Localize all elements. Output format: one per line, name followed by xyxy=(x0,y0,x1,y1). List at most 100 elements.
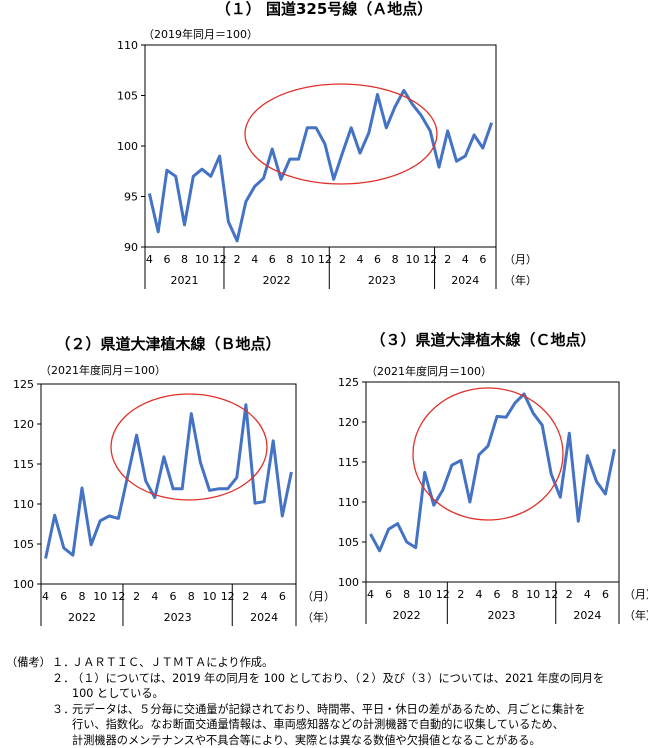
x-tick-label: 4 xyxy=(42,590,49,603)
y-tick-label: 125 xyxy=(338,376,359,389)
chart-b-index-note: （2021年度同月＝100） xyxy=(40,363,166,377)
chart-b: （２）県道大津植木線（Ｂ地点） （2021年度同月＝100） 100 105 110… xyxy=(13,335,335,626)
chart-c-title: （３）県道大津植木線（Ｃ地点） xyxy=(370,331,595,349)
x-tick-label: 4 xyxy=(584,588,591,601)
note-3-line-2: 行い、指数化。なお断面交通量情報は、車両感知器などの計測機器で自動的に収集してい… xyxy=(72,717,564,733)
x-tick-label: 6 xyxy=(374,253,381,266)
y-tick-label: 90 xyxy=(124,241,138,254)
x-tick-label: 8 xyxy=(78,590,85,603)
x-tick-label: 4 xyxy=(146,253,153,266)
x-tick-label: 8 xyxy=(286,253,293,266)
x-tick-label: 8 xyxy=(512,588,519,601)
y-tick-label: 115 xyxy=(13,458,34,471)
x-tick-label: 10 xyxy=(195,253,209,266)
year-label: 2021 xyxy=(170,274,198,287)
y-tick-label: 120 xyxy=(338,416,359,429)
y-tick-label: 105 xyxy=(13,538,34,551)
x-tick-label: 4 xyxy=(261,590,268,603)
y-tick-label: 105 xyxy=(338,536,359,549)
x-tick-label: 2 xyxy=(133,590,140,603)
x-tick-label: 2 xyxy=(242,590,249,603)
x-tick-label: 6 xyxy=(479,253,486,266)
year-unit-label: （年） xyxy=(504,273,537,287)
x-tick-label: 2 xyxy=(339,253,346,266)
chart-b-title: （２）県道大津植木線（Ｂ地点） xyxy=(55,335,280,353)
x-tick-label: 4 xyxy=(367,588,374,601)
year-label: 2022 xyxy=(393,609,421,622)
y-tick-label: 110 xyxy=(117,39,138,52)
y-tick-label: 115 xyxy=(338,456,359,469)
year-unit-label: （年） xyxy=(302,610,335,624)
year-label: 2023 xyxy=(368,274,396,287)
chart-a-series-line xyxy=(149,90,491,241)
x-tick-label: 4 xyxy=(151,590,158,603)
x-tick-label: 2 xyxy=(566,588,573,601)
year-label: 2024 xyxy=(573,609,601,622)
chart-b-series-line xyxy=(46,405,292,559)
month-unit-label: （月） xyxy=(624,588,648,601)
note-2-line-1: （１）については、2019 年の同月を 100 としており、（２）及び（３）につ… xyxy=(72,671,604,687)
charts-canvas: （１） 国道325号線（Ａ地点） （2019年同月＝100） 90 95 100 10… xyxy=(0,0,648,650)
year-label: 2023 xyxy=(164,611,192,624)
x-tick-label: 8 xyxy=(392,253,399,266)
notes-section: （備考）１．ＪＡＲＴＩＣ、ＪＴＭＴＡにより作成。 ２．（１）については、2019… xyxy=(0,655,648,748)
x-tick-label: 8 xyxy=(403,588,410,601)
x-tick-label: 2 xyxy=(444,253,451,266)
chart-c-series-line xyxy=(371,394,615,551)
chart-a: （１） 国道325号線（Ａ地点） （2019年同月＝100） 90 95 100 10… xyxy=(117,0,537,289)
y-tick-label: 125 xyxy=(13,378,34,391)
y-tick-label: 100 xyxy=(13,578,34,591)
year-label: 2022 xyxy=(263,274,291,287)
y-tick-label: 100 xyxy=(117,140,138,153)
x-tick-label: 4 xyxy=(462,253,469,266)
y-tick-label: 105 xyxy=(117,90,138,103)
x-tick-label: 12 xyxy=(213,253,227,266)
y-tick-label: 110 xyxy=(338,496,359,509)
chart-a-title: （１） 国道325号線（Ａ地点） xyxy=(216,0,433,18)
x-tick-label: 6 xyxy=(60,590,67,603)
x-tick-label: 6 xyxy=(279,590,286,603)
x-tick-label: 6 xyxy=(170,590,177,603)
x-tick-label: 6 xyxy=(494,588,501,601)
y-tick-label: 120 xyxy=(13,418,34,431)
chart-a-index-note: （2019年同月＝100） xyxy=(143,27,258,41)
x-tick-label: 10 xyxy=(300,253,314,266)
x-tick-label: 12 xyxy=(423,253,437,266)
chart-a-highlight-circle xyxy=(245,84,437,184)
month-unit-label: （月） xyxy=(504,253,537,266)
y-tick-label: 110 xyxy=(13,498,34,511)
x-tick-label: 4 xyxy=(251,253,258,266)
x-tick-label: 6 xyxy=(163,253,170,266)
x-tick-label: 12 xyxy=(318,253,332,266)
x-tick-label: 10 xyxy=(202,590,216,603)
x-tick-label: 10 xyxy=(526,588,540,601)
x-tick-label: 8 xyxy=(188,590,195,603)
chart-c: （３）県道大津植木線（Ｃ地点） （2021年度同月＝100） 100 105 110… xyxy=(338,331,648,624)
y-tick-label: 95 xyxy=(124,191,138,204)
chart-c-index-note: （2021年度同月＝100） xyxy=(366,364,492,378)
x-tick-label: 4 xyxy=(475,588,482,601)
year-label: 2024 xyxy=(451,274,479,287)
note-1-line-1: ＪＡＲＴＩＣ、ＪＴＭＴＡにより作成。 xyxy=(72,655,273,671)
x-tick-label: 10 xyxy=(406,253,420,266)
chart-b-plot-frame xyxy=(41,384,296,584)
x-tick-label: 4 xyxy=(356,253,363,266)
year-label: 2022 xyxy=(68,611,96,624)
x-tick-label: 6 xyxy=(269,253,276,266)
x-tick-label: 6 xyxy=(602,588,609,601)
year-label: 2023 xyxy=(488,609,516,622)
y-tick-label: 100 xyxy=(338,576,359,589)
year-label: 2024 xyxy=(250,611,278,624)
x-tick-label: 8 xyxy=(181,253,188,266)
note-3-line-3: 計測機器のメンテナンスや不具合等により、実際とは異なる数値や欠損値となることがあ… xyxy=(72,733,541,748)
x-tick-label: 2 xyxy=(234,253,241,266)
note-3-line-1: 元データは、５分毎に交通量が記録されており、時間帯、平日・休日の差があるため、月… xyxy=(72,702,586,718)
note-2-line-2: 100 としている。 xyxy=(72,686,164,702)
chart-c-plot-frame xyxy=(366,382,619,582)
notes-head: （備考） xyxy=(6,655,51,671)
year-unit-label: （年） xyxy=(624,608,648,622)
x-tick-label: 2 xyxy=(457,588,464,601)
x-tick-label: 6 xyxy=(385,588,392,601)
month-unit-label: （月） xyxy=(302,590,335,603)
x-tick-label: 10 xyxy=(93,590,107,603)
